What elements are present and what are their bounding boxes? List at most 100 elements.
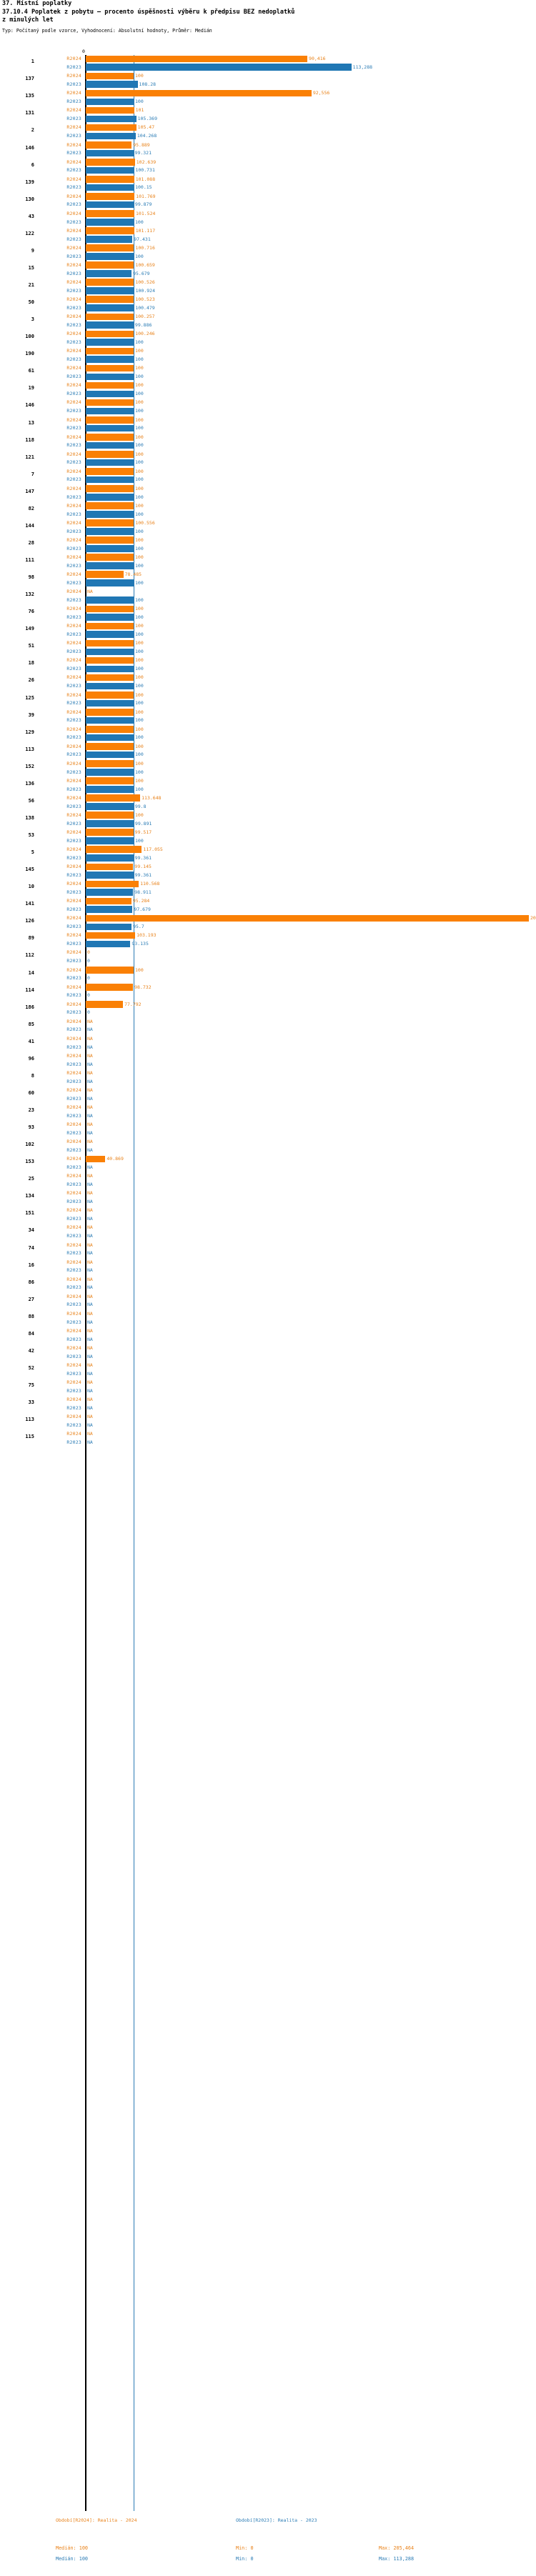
series-R2024: R2024 100 — [37, 760, 536, 767]
category-label: 113 — [25, 1417, 34, 1423]
category-label: 126 — [25, 918, 34, 924]
bar — [86, 786, 134, 793]
bar — [86, 270, 132, 277]
series-R2023: R2023 NA — [37, 1233, 536, 1240]
series-label: R2023 — [66, 425, 81, 431]
series-R2024: R2024 99.145 — [37, 863, 536, 871]
series-label: R2024 — [66, 1122, 81, 1128]
series-R2024: R2024 100 — [37, 639, 536, 647]
stat-max-a: Max: 205,464 — [379, 2545, 415, 2551]
category-label: 76 — [28, 609, 34, 615]
bar-value-label: 100 — [135, 717, 144, 724]
axis-zero-tick-label: 0 — [82, 49, 85, 54]
series-R2023: R2023 100 — [37, 407, 536, 415]
bar-value-label: 100 — [135, 399, 144, 406]
series-R2023: R2023 98.911 — [37, 889, 536, 896]
series-label: R2023 — [66, 837, 81, 844]
bar-value-label: NA — [87, 1276, 93, 1282]
category-label: 10 — [28, 884, 34, 890]
series-label: R2023 — [66, 1164, 81, 1170]
bar-value-label: 99.517 — [134, 829, 152, 835]
bar-value-label: 100 — [135, 416, 144, 423]
bar-group: 28 R2024 100 R2023 100 — [0, 536, 536, 554]
bar-group: 84 R2024 NA R2023 NA — [0, 1327, 536, 1344]
category-label: 16 — [28, 1262, 34, 1268]
bar — [86, 897, 131, 905]
series-R2024: R2024 100 — [37, 777, 536, 784]
category-label: 137 — [25, 76, 34, 82]
legend-series-a: Období[R2024]: Realita - 2024 — [56, 2517, 137, 2523]
series-label: R2024 — [66, 812, 81, 818]
series-R2023: R2023 0 — [37, 958, 536, 965]
series-R2023: R2023 0 — [37, 992, 536, 999]
category-label: 82 — [28, 505, 34, 511]
bar-value-label: 101.088 — [135, 176, 156, 182]
bar — [86, 983, 134, 991]
series-label: R2023 — [66, 374, 81, 380]
bar-group: 9 R2024 100.716 R2023 100 — [0, 244, 536, 261]
bar — [86, 279, 134, 286]
series-label: R2023 — [66, 1250, 81, 1257]
bar — [86, 176, 134, 183]
bar-group: 33 R2024 NA R2023 NA — [0, 1396, 536, 1413]
stat-min-a: Min: 0 — [236, 2545, 254, 2551]
bar — [86, 193, 135, 200]
category-label: 153 — [25, 1159, 34, 1165]
series-R2023: R2023 100 — [37, 596, 536, 604]
series-label: R2023 — [66, 1078, 81, 1084]
bar-value-label: 99.361 — [134, 872, 152, 878]
bar-value-label: NA — [87, 1104, 93, 1110]
series-label: R2023 — [66, 511, 81, 517]
bar — [86, 657, 134, 664]
series-label: R2023 — [66, 1370, 81, 1377]
series-label: R2023 — [66, 1336, 81, 1342]
series-R2023: R2023 100 — [37, 648, 536, 656]
bar-group: 138 R2024 100 R2023 99.891 — [0, 812, 536, 829]
series-label: R2023 — [66, 133, 81, 139]
bar-value-label: 99.361 — [134, 854, 152, 861]
category-label: 151 — [25, 1210, 34, 1217]
series-R2023: R2023 100 — [37, 562, 536, 569]
series-label: R2024 — [66, 1397, 81, 1403]
bar-value-label: 100 — [135, 374, 144, 380]
bar-group: 186 R2024 77.792 R2023 0 — [0, 1000, 536, 1017]
series-label: R2023 — [66, 459, 81, 466]
bar-value-label: 100 — [135, 562, 144, 569]
series-R2023: R2023 99.891 — [37, 820, 536, 827]
bar-group: 26 R2024 100 R2023 100 — [0, 674, 536, 691]
series-label: R2024 — [66, 1190, 81, 1197]
series-R2024: R2024 NA — [37, 1087, 536, 1094]
category-label: 132 — [25, 591, 34, 598]
category-label: 42 — [28, 1347, 34, 1354]
series-label: R2023 — [66, 907, 81, 913]
bar — [86, 64, 352, 71]
series-R2024: R2024 NA — [37, 1431, 536, 1438]
bar-group: 34 R2024 NA R2023 NA — [0, 1224, 536, 1241]
series-label: R2023 — [66, 545, 81, 551]
bar — [86, 605, 134, 613]
chart-header: 37. Místní poplatky 37.10.4 Poplatek z p… — [2, 0, 534, 34]
bar — [86, 923, 132, 931]
series-label: R2023 — [66, 219, 81, 225]
bar — [86, 55, 308, 63]
category-label: 138 — [25, 814, 34, 821]
bar-value-label: 100 — [135, 837, 144, 844]
series-R2024: R2024 100 — [37, 743, 536, 750]
bar — [86, 485, 134, 492]
series-R2024: R2024 100.257 — [37, 313, 536, 321]
bar-value-label: 100 — [135, 760, 144, 767]
bar-group: 85 R2024 NA R2023 NA — [0, 1018, 536, 1035]
series-label: R2024 — [66, 589, 81, 595]
series-R2023: R2023 100.479 — [37, 304, 536, 311]
series-label: R2024 — [66, 1069, 81, 1076]
bar — [86, 390, 134, 398]
bar — [86, 287, 134, 294]
stats-row-a: Medián: 100 Min: 0 Max: 205,464 — [0, 2545, 536, 2556]
series-label: R2024 — [66, 1224, 81, 1231]
bar-group: 13 R2024 100 R2023 100 — [0, 416, 536, 433]
series-R2024: R2024 100.556 — [37, 519, 536, 526]
series-label: R2024 — [66, 244, 81, 251]
series-R2024: R2024 205,464 — [37, 914, 536, 922]
series-R2023: R2023 100 — [37, 424, 536, 432]
bar-group: 2 R2024 105.47 R2023 104.268 — [0, 124, 536, 141]
